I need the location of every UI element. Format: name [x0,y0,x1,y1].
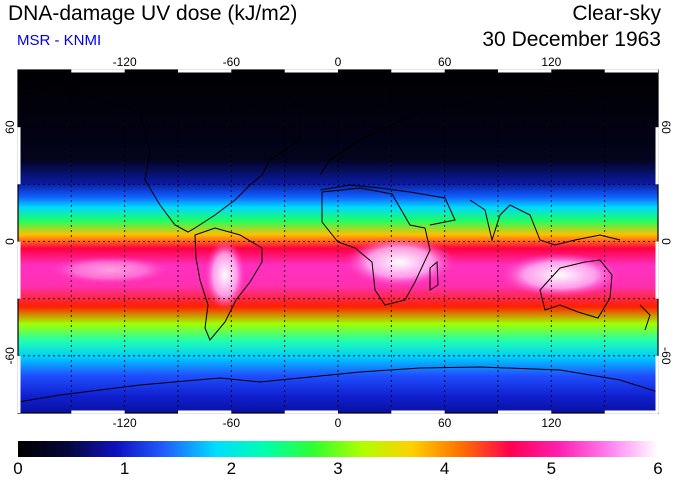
lat-label-left: 0 [3,238,17,245]
lat-label-left: 60 [3,120,17,134]
date-label: 30 December 1963 [482,28,661,51]
colorbar-tick-label: 1 [120,459,129,478]
lon-label-top: -60 [223,55,241,69]
lat-label-right: 60 [659,120,673,134]
lon-label-top: 0 [335,55,342,69]
colorbar: 0 1 2 3 4 5 6 [13,441,663,478]
colorbar-tick-label: 3 [333,459,342,478]
longitude-labels-bottom: -120 -60 0 60 120 [113,416,562,430]
latitude-labels-left: 60 0 -60 [3,120,17,364]
graticule [18,70,658,413]
australia-coast [539,259,613,319]
lon-label-bottom: 60 [438,416,452,430]
map-title: DNA-damage UV dose (kJ/m2) [8,2,298,25]
latitude-labels-right: 60 0 -60 [659,120,673,364]
credit-label: MSR - KNMI [17,32,102,49]
lat-label-right: -60 [659,347,673,365]
colorbar-tick-label: 4 [440,459,449,478]
europe-asia-coast [319,94,658,176]
africa-coast [321,187,431,306]
map-panel [17,69,659,414]
colorbar-tick-label: 5 [547,459,556,478]
pacific-hot-spot [50,256,170,284]
colorbar-tick-label: 6 [653,459,662,478]
madagascar-coast [429,260,439,291]
antarctica-coast [18,366,658,403]
colorbar-tick-label: 0 [13,459,22,478]
longitude-labels-top: -120 -60 0 60 120 [113,55,562,69]
south-america-hot-spot [205,240,245,310]
lon-label-bottom: -60 [223,416,241,430]
frame-segments [17,69,659,414]
lon-label-top: -120 [113,55,137,69]
lat-label-right: 0 [659,238,673,245]
sky-condition-label: Clear-sky [572,2,661,25]
australia-hot-spot [500,253,620,297]
india-coast [469,199,511,242]
lon-label-top: 120 [541,55,561,69]
lon-label-bottom: -120 [113,416,137,430]
lon-label-top: 60 [438,55,452,69]
lon-label-bottom: 120 [541,416,561,430]
coastlines [18,87,658,403]
southeast-asia-coast [509,204,621,246]
colorbar-ticks: 0 1 2 3 4 5 6 [13,459,662,478]
africa-hot-spot [345,237,455,287]
colorbar-tick-label: 2 [227,459,236,478]
south-america-coast [194,227,263,341]
arabia-coast [409,191,456,226]
new-zealand-coast [639,304,651,331]
colorbar-ramp [18,441,658,457]
lat-label-left: -60 [3,347,17,365]
hot-spots [50,237,620,310]
mediterranean-coast [319,184,411,193]
lon-label-bottom: 0 [335,416,342,430]
